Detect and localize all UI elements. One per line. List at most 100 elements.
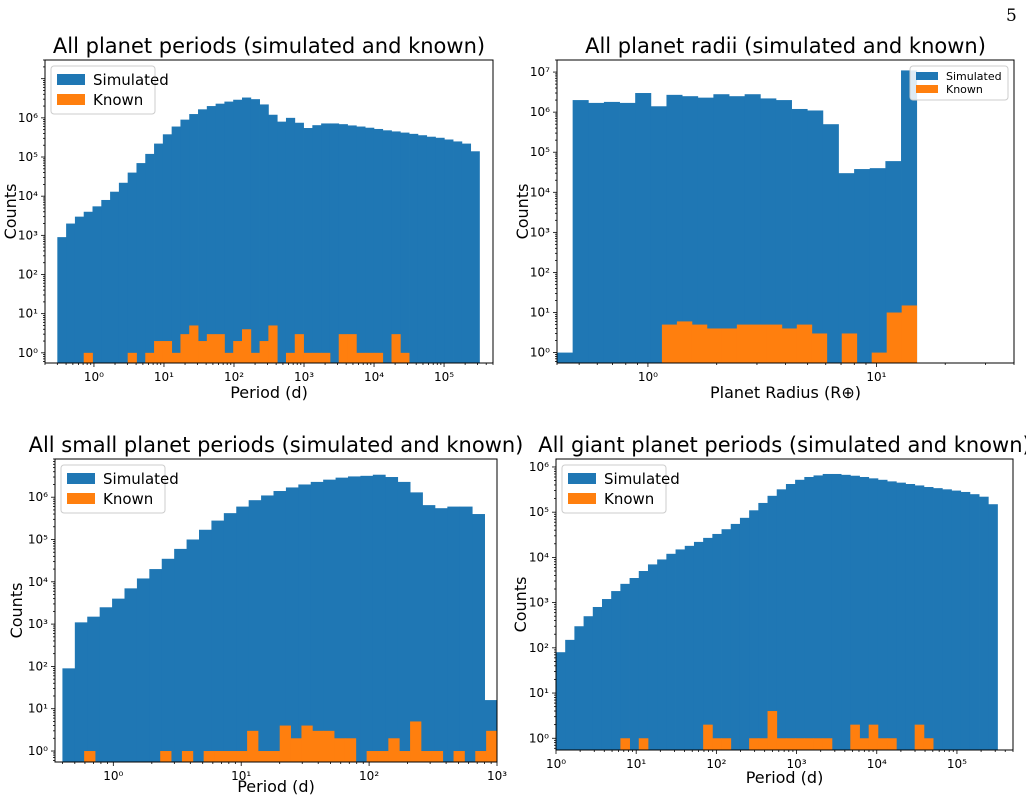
known-bar (486, 730, 498, 762)
x-axis-label: Planet Radius (R⊕) (710, 383, 861, 402)
simulated-bar (841, 474, 851, 750)
known-bar (923, 738, 934, 750)
simulated-bar (712, 533, 722, 750)
x-tick-label: 10³ (787, 757, 807, 771)
known-bar (373, 352, 384, 363)
chart-title: All planet radii (simulated and known) (585, 34, 986, 58)
known-bar (347, 334, 357, 363)
x-tick-label: 10⁴ (867, 757, 887, 771)
simulated-bar (744, 94, 761, 363)
simulated-bar (942, 489, 952, 750)
simulated-bar (259, 104, 269, 363)
simulated-bar (697, 97, 714, 363)
simulated-bar (960, 491, 971, 750)
x-tick-label: 10³ (487, 769, 507, 783)
known-bar (703, 724, 713, 750)
simulated-bar (556, 652, 566, 750)
simulated-bar (294, 122, 304, 364)
simulated-bar (372, 474, 386, 762)
simulated-bar (124, 588, 138, 762)
y-tick-label: 10² (18, 268, 38, 282)
simulated-bar (198, 109, 208, 363)
simulated-bar (951, 490, 962, 750)
known-bar (127, 352, 137, 363)
known-bar (206, 334, 217, 363)
simulated-bar (813, 475, 824, 750)
simulated-bar (804, 476, 814, 750)
simulated-bar (211, 520, 225, 762)
simulated-bar (186, 539, 200, 762)
known-bar (661, 324, 678, 363)
simulated-bar (666, 553, 676, 750)
simulated-bar (127, 172, 137, 363)
y-tick-label: 10² (529, 641, 549, 655)
known-bar (250, 352, 260, 363)
simulated-bar (66, 223, 76, 363)
simulated-bar (901, 70, 918, 363)
simulated-bar (619, 102, 636, 364)
simulated-bar (854, 169, 871, 363)
simulated-bar (99, 607, 113, 762)
simulated-bar (83, 211, 93, 363)
simulated-bar (347, 125, 357, 363)
simulated-bar (250, 99, 260, 363)
x-tick-label: 10⁰ (84, 370, 104, 384)
simulated-bar (329, 123, 340, 363)
known-bar (268, 751, 281, 762)
simulated-bar (397, 481, 411, 762)
known-bar (268, 325, 278, 363)
x-tick-label: 10⁰ (638, 370, 658, 384)
simulated-bar (312, 125, 322, 364)
simulated-bar (601, 599, 612, 750)
simulated-bar (87, 616, 101, 762)
known-bar (691, 324, 708, 363)
known-bar (257, 751, 270, 762)
x-tick-label: 10⁴ (364, 370, 384, 384)
known-bar (365, 352, 375, 363)
known-bar (871, 352, 888, 363)
known-bar (323, 730, 335, 762)
legend: Simulated Known (561, 464, 680, 514)
simulated-bar (807, 110, 824, 363)
simulated-bar (850, 475, 860, 750)
y-tick-label: 10¹ (28, 702, 48, 716)
simulated-bar (453, 141, 463, 363)
known-bar (712, 738, 722, 750)
known-bar (813, 738, 824, 750)
known-bar (410, 721, 422, 762)
x-tick-label: 10² (706, 757, 726, 771)
known-bar (84, 751, 96, 762)
simulated-bar (675, 549, 686, 750)
known-bar (83, 352, 93, 363)
known-bar (796, 324, 813, 363)
legend-known-swatch (568, 493, 596, 504)
simulated-bar (248, 500, 262, 762)
x-axis-label: Period (d) (746, 768, 824, 787)
known-bar (294, 334, 304, 363)
simulated-bar (459, 506, 473, 762)
simulated-bar (650, 106, 667, 363)
simulated-bar (268, 114, 278, 363)
simulated-bar (242, 97, 252, 363)
y-tick-label: 10⁶ (28, 490, 48, 504)
simulated-bar (776, 489, 787, 750)
simulated-bar (775, 100, 792, 363)
simulated-bar (988, 504, 998, 750)
simulated-bar (869, 168, 886, 363)
simulated-bar (729, 96, 746, 363)
legend-known-label: Known (93, 91, 143, 109)
y-tick-label: 10³ (18, 228, 38, 242)
known-bar (236, 751, 248, 762)
simulated-bar (118, 182, 129, 363)
simulated-bar (356, 126, 366, 363)
simulated-bar (721, 529, 732, 750)
known-bar (766, 324, 783, 363)
y-tick-label: 10⁰ (18, 346, 38, 360)
known-bar (914, 724, 925, 750)
simulated-bar (273, 491, 287, 762)
known-bar (475, 751, 487, 762)
simulated-bar (335, 477, 349, 762)
known-bar (721, 328, 738, 363)
simulated-bar (629, 578, 640, 750)
simulated-bar (603, 101, 620, 363)
